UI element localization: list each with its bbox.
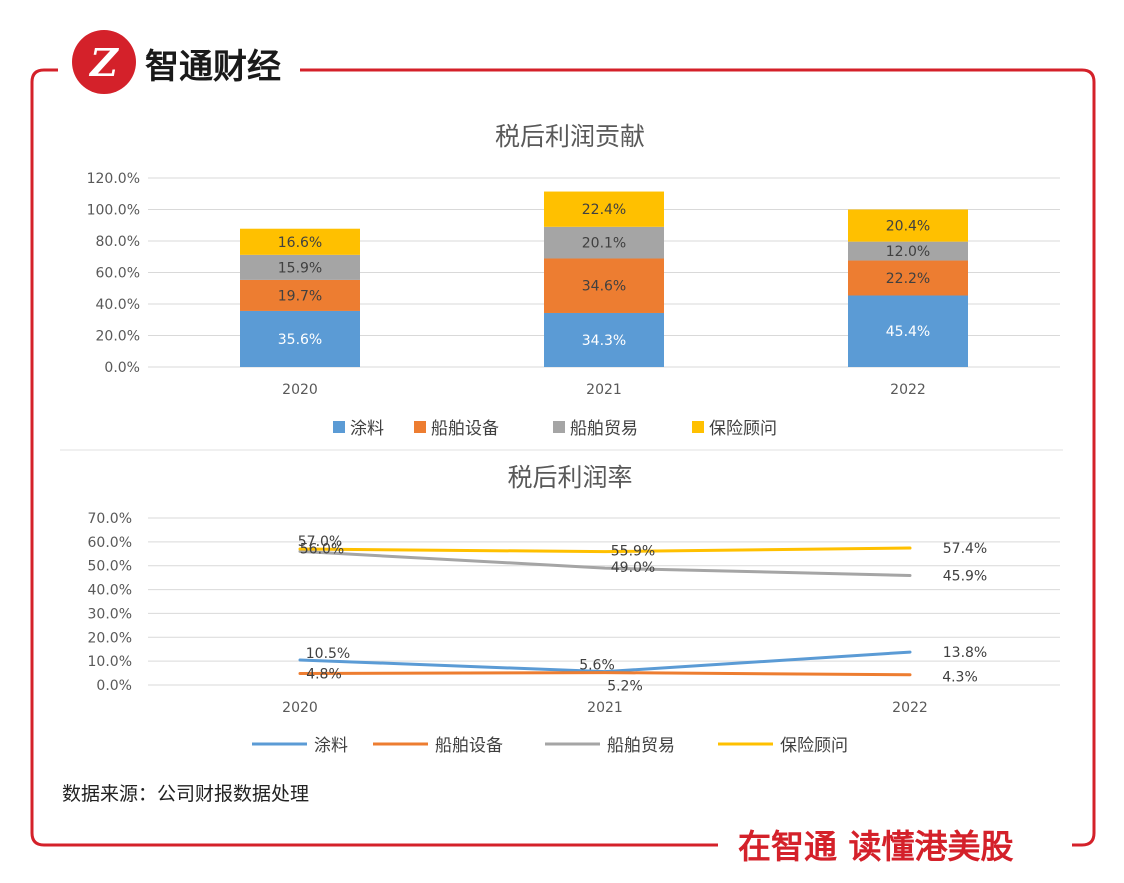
y-tick-label: 40.0% (96, 297, 140, 313)
legend-label: 船舶贸易 (570, 419, 638, 439)
bar-segment (240, 279, 360, 311)
bar-segment (848, 209, 968, 242)
y-tick-label: 0.0% (104, 360, 140, 376)
legend-label: 船舶贸易 (607, 736, 675, 756)
frame-border (30, 68, 1096, 847)
y-tick-label: 10.0% (88, 654, 132, 670)
bar-data-label: 20.1% (582, 236, 626, 252)
y-tick-label: 60.0% (88, 535, 132, 551)
legend-swatch (553, 421, 565, 433)
line-data-label: 57.4% (943, 541, 987, 557)
line-data-label: 4.8% (306, 667, 342, 683)
line-data-label: 45.9% (943, 568, 987, 584)
y-tick-label: 60.0% (96, 266, 140, 282)
legend-swatch (333, 421, 345, 433)
bar-segment (240, 310, 360, 367)
series-line (298, 546, 912, 554)
y-tick-label: 30.0% (88, 606, 132, 622)
y-tick-label: 40.0% (88, 583, 132, 599)
bar-segment (544, 191, 664, 227)
line-data-label: 5.6% (579, 658, 615, 674)
y-tick-label: 20.0% (96, 329, 140, 345)
bar-data-label: 35.6% (278, 332, 322, 348)
bar-data-label: 34.3% (582, 333, 626, 349)
line-data-label: 57.0% (298, 534, 342, 550)
bar-segment (544, 312, 664, 367)
bar-data-label: 34.6% (582, 279, 626, 295)
bar-segment (848, 260, 968, 296)
line-data-label: 5.2% (607, 679, 643, 695)
bar-segment (544, 226, 664, 259)
brand-logo-icon: Z (72, 30, 136, 94)
y-tick-label: 50.0% (88, 559, 132, 575)
bar-data-label: 19.7% (278, 288, 322, 304)
line-data-label: 49.0% (611, 560, 655, 576)
legend-swatch (692, 421, 704, 433)
y-tick-label: 120.0% (87, 171, 140, 187)
legend-label: 保险顾问 (709, 419, 777, 439)
legend-label: 船舶设备 (431, 419, 499, 439)
bar-segment (240, 228, 360, 255)
x-tick-label: 2020 (282, 382, 318, 398)
bar-segment (848, 295, 968, 367)
chart1-title: 税后利润贡献 (495, 122, 645, 151)
legend-swatch (414, 421, 426, 433)
bar-segment (240, 254, 360, 280)
x-tick-label: 2022 (890, 382, 926, 398)
legend-label: 保险顾问 (780, 736, 848, 756)
chart2-title: 税后利润率 (507, 463, 632, 492)
brand-name: 智通财经 (145, 47, 281, 87)
line-data-label: 13.8% (943, 645, 987, 661)
bar-data-label: 15.9% (278, 260, 322, 276)
y-tick-label: 100.0% (87, 203, 140, 219)
line-data-label: 55.9% (611, 544, 655, 560)
legend-label: 涂料 (314, 736, 348, 756)
bar-segment (848, 241, 968, 261)
line-data-label: 56.0% (300, 541, 344, 557)
x-tick-label: 2020 (282, 700, 318, 716)
bar-data-label: 20.4% (886, 219, 930, 235)
series-line (298, 671, 912, 677)
bar-data-label: 45.4% (886, 324, 930, 340)
y-tick-label: 20.0% (88, 630, 132, 646)
line-data-label: 10.5% (306, 646, 350, 662)
y-tick-label: 80.0% (96, 234, 140, 250)
bar-data-label: 12.0% (886, 244, 930, 260)
x-tick-label: 2021 (586, 382, 622, 398)
line-data-label: 4.3% (942, 670, 978, 686)
stacked-bar-chart: 税后利润贡献 0.0% 20.0% 40.0% 60.0% 80.0% 100.0% 120… (87, 122, 1060, 439)
logo-glyph: Z (88, 40, 119, 85)
x-tick-label: 2021 (587, 700, 623, 716)
legend-label: 涂料 (350, 419, 384, 439)
bar-segment (544, 258, 664, 313)
bar-data-label: 22.2% (886, 271, 930, 287)
y-tick-label: 0.0% (96, 678, 132, 694)
source-note: 数据来源：公司财报数据处理 (62, 783, 309, 805)
legend-label: 船舶设备 (435, 736, 503, 756)
bar-data-label: 22.4% (582, 202, 626, 218)
line-chart: 税后利润率 0.0% 10.0% 20.0% 30.0% 40.0% 50.0% 60.0%… (88, 463, 1060, 756)
series-line (298, 549, 912, 577)
slogan: 在智通 读懂港美股 (738, 827, 1014, 866)
y-tick-label: 70.0% (88, 511, 132, 527)
bar-data-label: 16.6% (278, 235, 322, 251)
x-tick-label: 2022 (892, 700, 928, 716)
